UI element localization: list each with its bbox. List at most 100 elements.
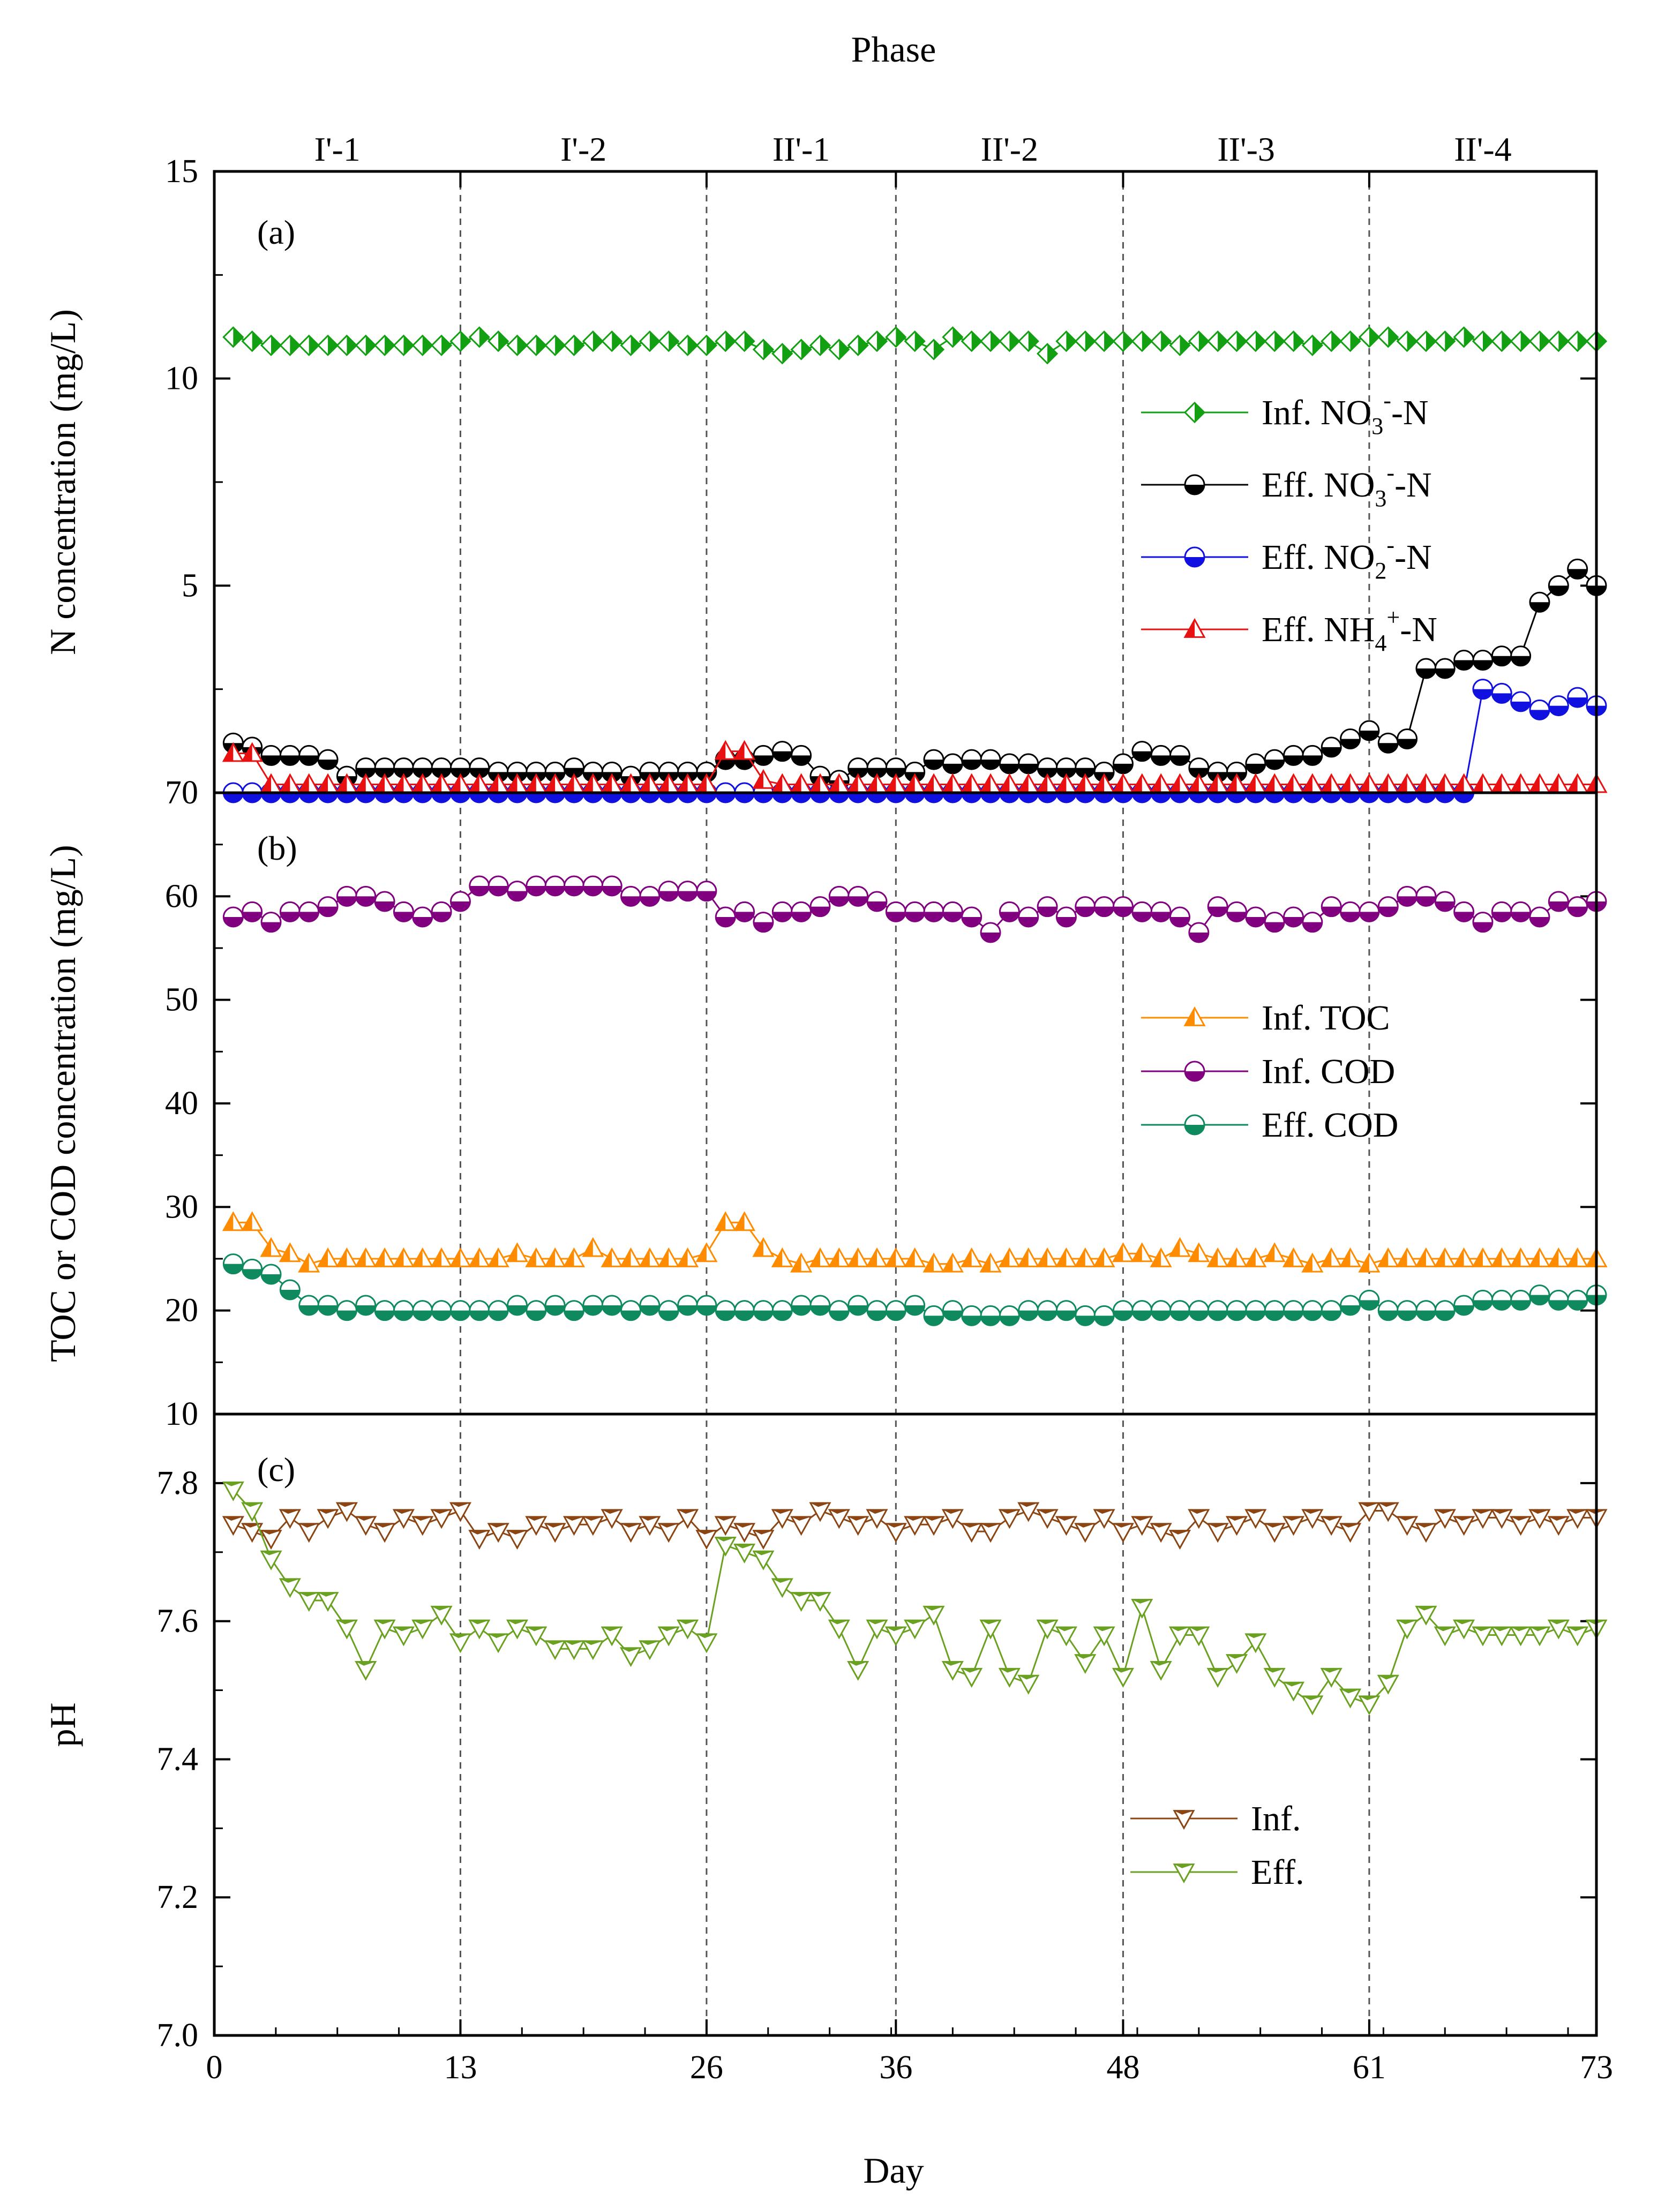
marker-fill [451,1503,470,1507]
marker-fill [337,1310,357,1320]
marker-fill [489,1310,508,1320]
marker-fill [1018,1249,1029,1267]
phase-labels: I'-1 I'-2 II'-1 II'-2 II'-3 II'-4 [314,130,1512,168]
marker-fill [753,1551,773,1555]
marker-fill [1274,332,1285,351]
marker-fill [1549,585,1569,596]
marker-fill [356,775,366,792]
marker-fill [1000,1316,1019,1326]
marker-fill [1113,1523,1133,1528]
marker-fill [801,340,811,359]
marker-fill [829,1620,849,1625]
y-tick-label: 7.2 [157,1879,199,1915]
marker-fill [261,755,281,765]
marker-fill [432,912,452,922]
marker-fill [962,917,981,927]
marker-fill [1132,1516,1152,1521]
marker-fill [261,922,281,932]
marker-fill [1038,1620,1058,1625]
marker-fill [1170,1238,1180,1257]
marker-fill [772,751,792,761]
marker-fill [1047,344,1058,364]
marker-fill [1473,775,1483,792]
marker-fill [1435,668,1455,678]
marker-fill [1302,1310,1322,1320]
legend-label: Inf. [1251,1799,1301,1838]
marker-fill [1340,1523,1360,1528]
marker-fill [1094,906,1114,916]
marker-fill [772,793,792,802]
marker-fill [1416,775,1426,792]
marker-fill [507,891,527,901]
marker-fill [1558,332,1569,351]
marker-fill [1359,1696,1379,1701]
marker-fill [394,793,414,802]
marker-fill [1208,1310,1228,1320]
marker-fill [924,760,944,770]
marker-fill [602,775,612,792]
marker-fill [432,793,452,802]
marker-fill [1302,775,1312,792]
marker-fill [1265,760,1285,770]
marker-fill [356,793,376,802]
marker-fill [545,1249,556,1267]
marker-fill [1378,793,1398,802]
marker-fill [962,1316,981,1326]
marker-fill [1397,1620,1417,1625]
marker-fill [753,770,763,788]
marker-fill [242,912,262,922]
series-inf-no3-n [222,326,1608,365]
legend-entry: Inf. TOC [1141,998,1390,1038]
marker-fill [962,1669,981,1673]
marker-fill [1284,1249,1294,1267]
marker-fill [820,335,830,355]
marker-fill [1568,1627,1587,1632]
marker-fill [640,793,659,802]
marker-fill [1056,1627,1076,1632]
marker-fill [1529,1295,1549,1305]
marker-fill [791,1254,801,1272]
marker-fill [1170,917,1190,927]
y-axis-title: pH [42,1702,83,1747]
marker-fill [621,896,641,906]
marker-fill [1454,1305,1474,1315]
marker-fill [1170,793,1190,802]
marker-fill [1208,1669,1228,1673]
marker-fill [1018,763,1038,773]
marker-fill [507,775,518,792]
marker-fill [1018,775,1029,792]
marker-fill [1038,1249,1048,1267]
marker-fill [659,891,679,901]
marker-fill [242,743,252,761]
marker-fill [583,1238,593,1257]
marker-fill [1464,327,1474,347]
marker-fill [564,1516,584,1521]
marker-fill [1185,1125,1204,1134]
series-inf- [222,1502,1608,1550]
marker-fill [1293,332,1303,351]
marker-fill [469,793,489,802]
marker-fill [545,886,565,896]
y-tick-label: 70 [165,775,198,811]
marker-fill [1397,775,1407,792]
marker-fill [1075,768,1095,778]
marker-fill [526,775,536,792]
marker-fill [469,1310,489,1320]
x-tick-label: 48 [1106,2049,1139,2086]
marker-fill [1246,763,1265,773]
marker-fill [981,760,1001,770]
legend-entry: Inf. [1130,1799,1301,1838]
marker-fill [526,793,546,802]
marker-fill [1185,620,1195,637]
marker-fill [1218,332,1228,351]
marker-fill [299,793,319,802]
series-eff-nh4-n [222,740,1608,793]
marker-fill [943,1310,963,1320]
marker-fill [1511,1249,1521,1267]
marker-fill [1123,332,1133,351]
marker-fill [810,1305,830,1315]
marker-fill [1378,1310,1398,1320]
marker-fill [810,1592,830,1597]
marker-fill [867,1509,887,1514]
marker-fill [1000,912,1019,922]
